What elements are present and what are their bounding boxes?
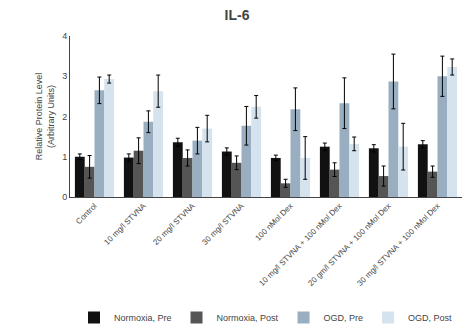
- svg-text:20 mg/l STVNA: 20 mg/l STVNA: [151, 201, 197, 247]
- svg-text:10 mg/l STVNA: 10 mg/l STVNA: [102, 201, 148, 247]
- svg-text:1: 1: [62, 152, 67, 162]
- svg-text:2: 2: [62, 112, 67, 122]
- svg-text:3: 3: [62, 71, 67, 81]
- svg-text:Relative Protein Level(Arbitra: Relative Protein Level(Arbitrary Units): [34, 73, 56, 161]
- svg-text:Control: Control: [74, 201, 99, 226]
- svg-text:30 mg/l STVNA + 100 nMol Dex: 30 mg/l STVNA + 100 nMol Dex: [355, 201, 441, 287]
- svg-text:0: 0: [62, 192, 67, 202]
- svg-text:4: 4: [62, 31, 67, 41]
- svg-text:OGD, Post: OGD, Post: [408, 313, 452, 323]
- svg-text:OGD, Pre: OGD, Pre: [324, 313, 364, 323]
- svg-text:20 gm/l STVNA + 100 nMol Dex: 20 gm/l STVNA + 100 nMol Dex: [306, 201, 392, 287]
- svg-text:30 mg/l STVNA: 30 mg/l STVNA: [200, 201, 246, 247]
- svg-text:IL-6: IL-6: [225, 7, 250, 23]
- svg-text:10 mg/l STVNA + 100 nMol Dex: 10 mg/l STVNA + 100 nMol Dex: [257, 201, 343, 287]
- svg-text:Normoxia, Pre: Normoxia, Pre: [114, 313, 172, 323]
- svg-text:Normoxia, Post: Normoxia, Post: [217, 313, 279, 323]
- svg-text:100 nMol Dex: 100 nMol Dex: [253, 201, 294, 242]
